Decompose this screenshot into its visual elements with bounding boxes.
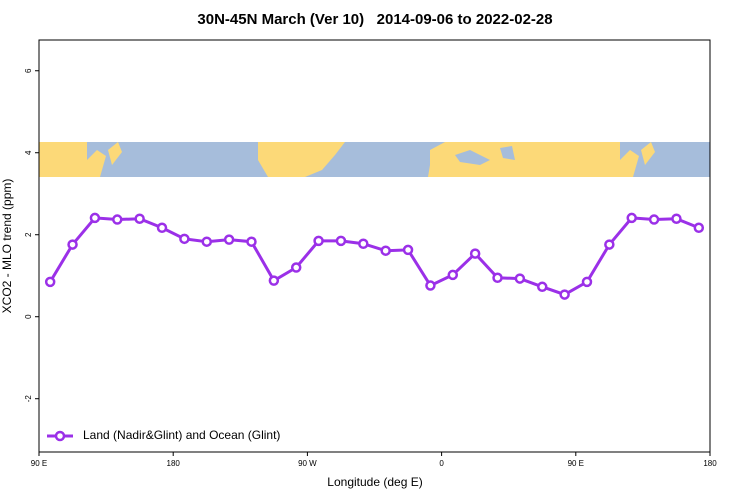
y-tick-label: 6 [24, 68, 33, 73]
x-tick-label: 90 E [568, 459, 584, 468]
point [648, 214, 660, 225]
point [112, 214, 123, 225]
legend-marker [54, 430, 66, 442]
point [492, 272, 503, 284]
series-line [48, 216, 700, 297]
y-tick-label: -2 [24, 395, 33, 403]
point [358, 238, 369, 249]
point [179, 233, 190, 245]
point [514, 273, 526, 284]
plot-frame [38, 39, 711, 453]
point [134, 213, 145, 224]
x-tick-label: 0 [439, 459, 444, 468]
map-band [39, 142, 710, 177]
x-tick-label: 180 [167, 459, 181, 468]
point [380, 245, 391, 256]
point [537, 281, 548, 293]
point [559, 289, 570, 300]
point [156, 222, 168, 234]
legend-label: Land (Nadir&Glint) and Ocean (Glint) [83, 428, 280, 442]
point [626, 212, 637, 224]
point [604, 239, 615, 250]
point [67, 239, 78, 250]
point [89, 212, 101, 224]
x-axis-label: Longitude (deg E) [327, 475, 422, 489]
x-tick-label: 180 [703, 459, 717, 468]
point [246, 236, 257, 247]
y-tick-label: 0 [24, 314, 33, 319]
point [671, 213, 682, 224]
point [223, 234, 235, 245]
y-tick-label: 4 [24, 150, 33, 155]
point [313, 235, 324, 247]
x-tick-label: 90 W [298, 459, 317, 468]
point [469, 248, 481, 259]
point [290, 262, 302, 273]
point [581, 276, 593, 288]
point [693, 222, 705, 234]
point [335, 235, 347, 247]
chart-title: 30N-45N March (Ver 10) 2014-09-06 to 202… [197, 11, 552, 28]
y-axis-label: XCO2 - MLO trend (ppm) [0, 179, 14, 314]
point [425, 280, 436, 291]
point [268, 275, 280, 286]
x-tick-label: 90 E [31, 459, 47, 468]
point [447, 269, 459, 281]
point [402, 244, 414, 256]
point [44, 276, 56, 288]
point [201, 236, 212, 247]
y-tick-label: 2 [24, 232, 33, 237]
